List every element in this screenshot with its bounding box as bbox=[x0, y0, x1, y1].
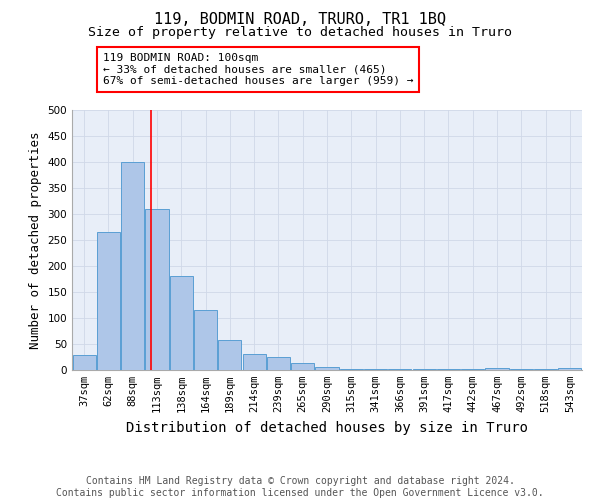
Text: 119 BODMIN ROAD: 100sqm
← 33% of detached houses are smaller (465)
67% of semi-d: 119 BODMIN ROAD: 100sqm ← 33% of detache… bbox=[103, 53, 413, 86]
Bar bbox=[73, 356, 95, 370]
Bar bbox=[485, 368, 509, 370]
Bar bbox=[340, 369, 363, 370]
Text: Contains HM Land Registry data © Crown copyright and database right 2024.
Contai: Contains HM Land Registry data © Crown c… bbox=[56, 476, 544, 498]
Bar bbox=[559, 368, 581, 370]
Text: Size of property relative to detached houses in Truro: Size of property relative to detached ho… bbox=[88, 26, 512, 39]
Bar bbox=[316, 367, 338, 370]
Bar bbox=[145, 209, 169, 370]
Bar bbox=[121, 162, 144, 370]
Y-axis label: Number of detached properties: Number of detached properties bbox=[29, 131, 42, 349]
Text: 119, BODMIN ROAD, TRURO, TR1 1BQ: 119, BODMIN ROAD, TRURO, TR1 1BQ bbox=[154, 12, 446, 28]
Bar bbox=[242, 354, 266, 370]
Bar bbox=[97, 232, 120, 370]
Bar bbox=[267, 357, 290, 370]
Bar bbox=[218, 340, 241, 370]
Bar bbox=[194, 310, 217, 370]
Bar bbox=[170, 276, 193, 370]
Bar bbox=[291, 362, 314, 370]
X-axis label: Distribution of detached houses by size in Truro: Distribution of detached houses by size … bbox=[126, 420, 528, 434]
